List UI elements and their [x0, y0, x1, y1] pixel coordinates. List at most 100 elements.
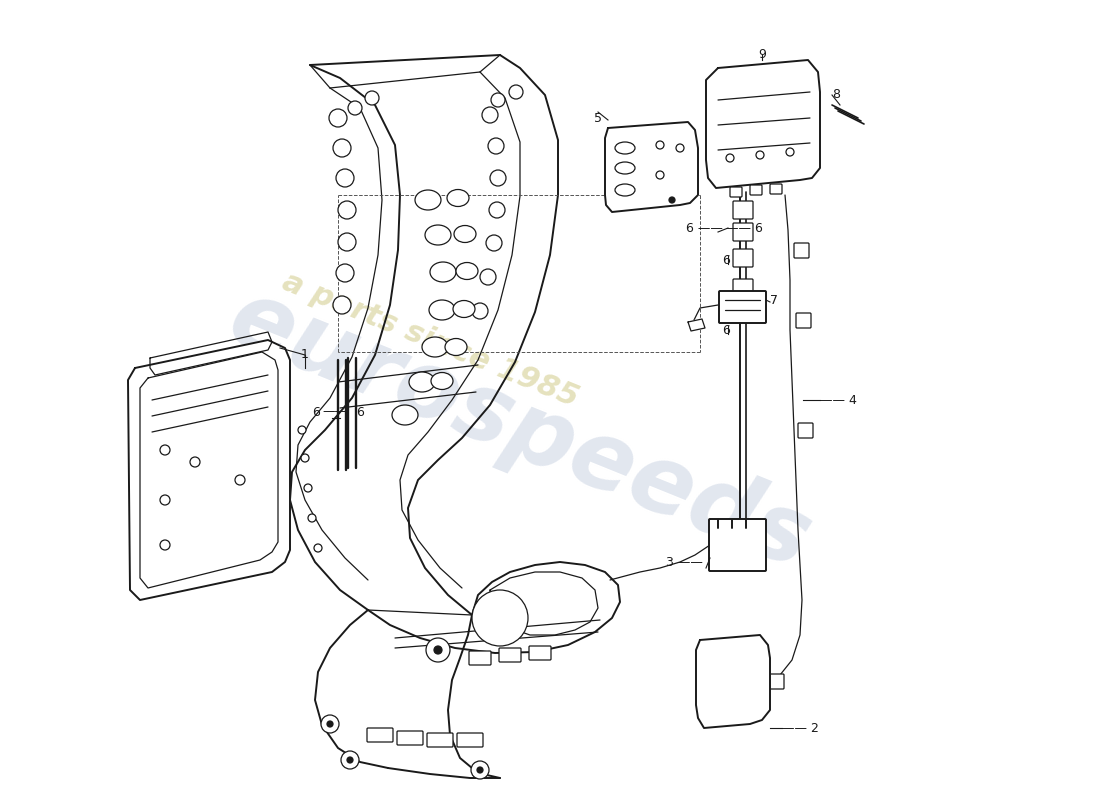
FancyBboxPatch shape [719, 291, 766, 323]
Text: —— 4: —— 4 [820, 394, 857, 406]
Circle shape [348, 101, 362, 115]
Circle shape [486, 235, 502, 251]
Circle shape [491, 93, 505, 107]
Circle shape [480, 269, 496, 285]
Circle shape [669, 197, 675, 203]
Ellipse shape [422, 337, 448, 357]
Circle shape [235, 475, 245, 485]
Circle shape [308, 514, 316, 522]
Ellipse shape [615, 142, 635, 154]
Circle shape [190, 457, 200, 467]
Ellipse shape [454, 226, 476, 242]
Circle shape [471, 761, 490, 779]
Circle shape [336, 264, 354, 282]
FancyBboxPatch shape [733, 223, 754, 241]
FancyBboxPatch shape [469, 651, 491, 665]
Circle shape [509, 85, 522, 99]
Circle shape [676, 144, 684, 152]
Text: 5: 5 [594, 111, 602, 125]
Text: a parts since 1985: a parts since 1985 [277, 267, 582, 413]
Text: 3 ——: 3 —— [666, 555, 703, 569]
Circle shape [726, 154, 734, 162]
Circle shape [338, 233, 356, 251]
Text: —— 2: —— 2 [782, 722, 818, 734]
Circle shape [656, 141, 664, 149]
Circle shape [656, 171, 664, 179]
Ellipse shape [615, 184, 635, 196]
Ellipse shape [415, 190, 441, 210]
Ellipse shape [430, 262, 456, 282]
Circle shape [338, 201, 356, 219]
FancyBboxPatch shape [367, 728, 393, 742]
Circle shape [426, 638, 450, 662]
Ellipse shape [431, 373, 453, 390]
FancyBboxPatch shape [750, 185, 762, 195]
Text: eurospeeds: eurospeeds [216, 271, 824, 589]
FancyBboxPatch shape [733, 249, 754, 267]
Polygon shape [605, 122, 698, 212]
Circle shape [301, 454, 309, 462]
Circle shape [333, 296, 351, 314]
Circle shape [756, 151, 764, 159]
Circle shape [365, 91, 380, 105]
FancyBboxPatch shape [456, 733, 483, 747]
Circle shape [477, 767, 483, 773]
FancyBboxPatch shape [796, 313, 811, 328]
Circle shape [346, 757, 353, 763]
Ellipse shape [409, 372, 434, 392]
Circle shape [472, 303, 488, 319]
Circle shape [160, 495, 170, 505]
Ellipse shape [453, 301, 475, 318]
Text: 9: 9 [758, 49, 766, 62]
Polygon shape [688, 319, 705, 331]
Ellipse shape [429, 300, 455, 320]
FancyBboxPatch shape [733, 201, 754, 219]
FancyBboxPatch shape [794, 243, 808, 258]
Text: 8: 8 [832, 89, 840, 102]
Polygon shape [706, 60, 820, 188]
FancyBboxPatch shape [733, 279, 754, 297]
Circle shape [298, 426, 306, 434]
Text: 1: 1 [301, 347, 309, 361]
Circle shape [482, 107, 498, 123]
Text: 6: 6 [722, 323, 730, 337]
Circle shape [329, 109, 346, 127]
FancyBboxPatch shape [397, 731, 424, 745]
FancyBboxPatch shape [529, 646, 551, 660]
Circle shape [490, 202, 505, 218]
FancyBboxPatch shape [710, 519, 766, 571]
FancyBboxPatch shape [427, 733, 453, 747]
Circle shape [314, 544, 322, 552]
Ellipse shape [392, 405, 418, 425]
Ellipse shape [446, 338, 468, 355]
Circle shape [321, 715, 339, 733]
FancyBboxPatch shape [730, 187, 743, 197]
Polygon shape [128, 340, 290, 600]
Polygon shape [696, 635, 770, 728]
Circle shape [490, 170, 506, 186]
Circle shape [304, 484, 312, 492]
FancyBboxPatch shape [499, 648, 521, 662]
Circle shape [327, 721, 333, 727]
Ellipse shape [447, 190, 469, 206]
FancyBboxPatch shape [798, 423, 813, 438]
Circle shape [786, 148, 794, 156]
Circle shape [434, 646, 442, 654]
Circle shape [160, 540, 170, 550]
Ellipse shape [615, 162, 635, 174]
Text: 7: 7 [770, 294, 778, 306]
Text: ——: —— [322, 406, 346, 418]
Circle shape [488, 138, 504, 154]
FancyBboxPatch shape [764, 674, 784, 689]
Text: 6: 6 [356, 406, 364, 418]
FancyBboxPatch shape [770, 184, 782, 194]
Ellipse shape [425, 225, 451, 245]
Circle shape [472, 590, 528, 646]
Text: 6: 6 [312, 406, 320, 418]
Circle shape [336, 169, 354, 187]
Text: 6 ——: 6 —— [686, 222, 723, 234]
Ellipse shape [456, 262, 478, 279]
Text: —— 6: —— 6 [726, 222, 763, 234]
Circle shape [160, 445, 170, 455]
Circle shape [333, 139, 351, 157]
